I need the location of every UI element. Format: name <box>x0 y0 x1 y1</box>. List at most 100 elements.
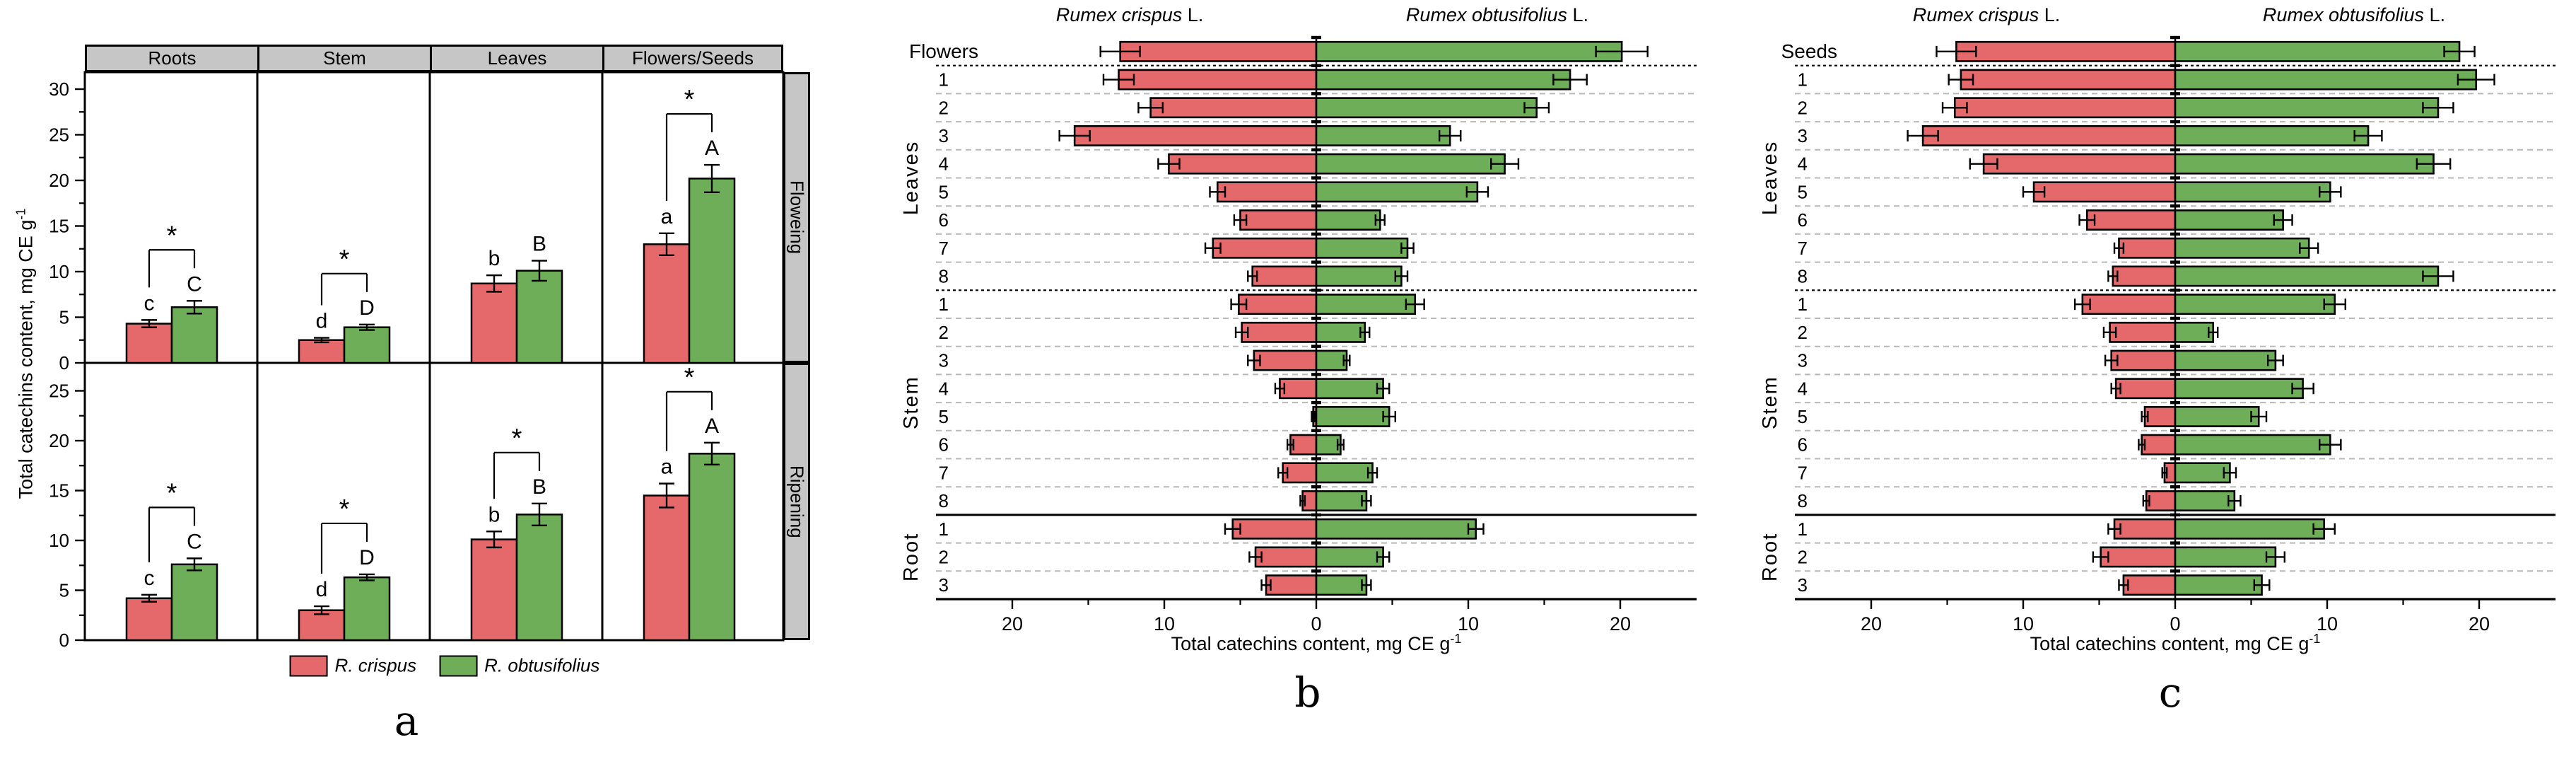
bar-obtusifolius-root-3 <box>2174 574 2263 596</box>
bar-crispus-leaves-8 <box>1251 265 1318 287</box>
center-axis-tick <box>2170 457 2180 460</box>
sig-letter-crispus-flowers-seeds-floweing: a <box>661 205 673 228</box>
row-label-leaves-1: 1 <box>1798 69 1808 91</box>
center-axis-tick <box>2170 35 2180 40</box>
bar-crispus-stem-4 <box>2114 378 2177 400</box>
bar-crispus-leaves-2 <box>1149 97 1318 119</box>
bar-crispus-stem-floweing <box>298 339 346 364</box>
panel-a-legend: R. crispus R. obtusifolius <box>289 654 616 677</box>
row-label-stem-7: 7 <box>1798 462 1808 483</box>
center-axis-tick <box>1311 541 1321 545</box>
bar-obtusifolius-stem-1 <box>2174 294 2336 315</box>
bar-crispus-root-1 <box>2113 518 2177 540</box>
bar-crispus-stem-4 <box>1279 378 1318 400</box>
x-tick-label: 20 <box>2469 613 2490 635</box>
x-tick-label: 20 <box>1002 613 1023 635</box>
center-axis-tick <box>2170 92 2180 95</box>
panel-b-x-axis-title: Total catechins content, mg CE g-1 <box>1171 632 1462 655</box>
panel-c-right-header: Rumex obtusifolius L. <box>2263 4 2445 26</box>
center-axis-tick <box>2170 429 2180 432</box>
bar-obtusifolius-stem-6 <box>2174 434 2331 456</box>
sig-letter-crispus-roots-ripening: c <box>144 567 155 590</box>
bar-obtusifolius-leaves-8 <box>2174 265 2440 287</box>
bar-crispus-root-2 <box>2100 546 2177 568</box>
row-label-leaves-4: 4 <box>939 153 949 175</box>
legend-swatch-crispus <box>289 655 328 676</box>
y-tick-label: 0 <box>59 352 69 373</box>
bar-crispus-leaves-3 <box>1073 125 1318 146</box>
sig-asterisk-flowers-seeds-ripening: * <box>684 363 695 393</box>
bar-crispus-stem-1 <box>1238 294 1318 315</box>
bar-obtusifolius-root-2 <box>1315 546 1384 568</box>
bar-crispus-leaves-1 <box>1118 69 1318 91</box>
bar-obtusifolius-leaves-floweing <box>515 270 563 364</box>
species-authority: L. <box>2424 4 2446 25</box>
bar-obtusifolius-leaves-2 <box>2174 97 2440 119</box>
row-label-root-2: 2 <box>1798 546 1808 567</box>
y-tick-label: 15 <box>49 216 69 237</box>
bar-crispus-stem-1 <box>2081 294 2177 315</box>
row-label-stem-3: 3 <box>939 350 949 371</box>
row-label-stem-1: 1 <box>939 294 949 315</box>
facet-panel-stem-floweing <box>256 71 433 364</box>
bar-obtusifolius-roots-floweing <box>170 306 218 364</box>
bar-crispus-root-2 <box>1254 546 1318 568</box>
bar-crispus-stem-8 <box>2145 490 2177 512</box>
legend-label-obtusifolius: R. obtusifolius <box>484 654 600 676</box>
center-axis-tick <box>2170 232 2180 236</box>
row-label-leaves-3: 3 <box>1798 125 1808 146</box>
center-axis-tick <box>1311 64 1321 67</box>
row-label-leaves-4: 4 <box>1798 153 1808 175</box>
row-label-root-1: 1 <box>939 518 949 540</box>
bar-crispus-roots-floweing <box>125 323 173 364</box>
bar-obtusifolius-roots-ripening <box>170 563 218 642</box>
panel-letter-c: c <box>2158 668 2182 717</box>
x-tick-label: 20 <box>1610 613 1631 635</box>
row-label-stem-5: 5 <box>939 406 949 427</box>
sig-letter-crispus-leaves-ripening: b <box>488 503 500 526</box>
center-axis-tick <box>1311 485 1321 489</box>
bar-crispus-leaves-5 <box>1216 181 1318 203</box>
bar-obtusifolius-stem-4 <box>2174 378 2304 400</box>
center-axis-tick <box>1311 204 1321 208</box>
y-tick-label: 30 <box>49 79 69 100</box>
bar-obtusifolius-stem-4 <box>1315 378 1384 400</box>
facet-strip-roots: Roots <box>85 45 259 72</box>
sig-letter-crispus-roots-floweing: c <box>144 291 155 315</box>
bar-crispus-leaves-8 <box>2112 265 2177 287</box>
row-label-leaves-6: 6 <box>939 209 949 231</box>
row-label-stem-2: 2 <box>939 322 949 343</box>
bar-crispus-leaves-4 <box>1168 153 1318 175</box>
y-tick-label: 25 <box>49 124 69 146</box>
facet-strip-label: Floweing <box>786 180 808 255</box>
center-axis-tick <box>2170 204 2180 208</box>
row-label-root-1: 1 <box>1798 518 1808 540</box>
center-axis-tick <box>1311 429 1321 432</box>
center-axis-tick <box>1311 513 1321 517</box>
row-label-leaves-2: 2 <box>1798 97 1808 118</box>
y-axis-label-sup: -1 <box>13 208 28 220</box>
bar-crispus-flowers-seeds-ripening <box>643 494 691 642</box>
row-label-leaves-3: 3 <box>939 125 949 146</box>
center-axis-tick <box>2170 148 2180 151</box>
legend-label-crispus: R. crispus <box>334 654 417 676</box>
bar-crispus-root-3 <box>1265 574 1318 596</box>
bar-obtusifolius-leaves-2 <box>1315 97 1538 119</box>
bar-crispus-flowers <box>1119 40 1318 62</box>
bar-crispus-stem-2 <box>2109 321 2177 343</box>
facet-panel-leaves-floweing <box>428 71 606 364</box>
row-label-root-3: 3 <box>939 574 949 596</box>
row-label-leaves-8: 8 <box>939 265 949 286</box>
row-label-stem-8: 8 <box>939 490 949 511</box>
y-tick-label: 0 <box>59 630 69 651</box>
bar-obtusifolius-leaves-5 <box>2174 181 2331 203</box>
center-axis-tick <box>2170 176 2180 180</box>
bar-obtusifolius-stem-5 <box>1315 405 1391 427</box>
facet-strip-label: Roots <box>148 47 197 69</box>
center-axis-tick <box>2170 541 2180 545</box>
sig-asterisk-roots-ripening: * <box>167 478 177 508</box>
bar-obtusifolius-leaves-5 <box>1315 181 1479 203</box>
center-axis-tick <box>2170 289 2180 292</box>
group-label-root: Root <box>900 533 923 581</box>
x-tick-label: 10 <box>1458 613 1479 635</box>
